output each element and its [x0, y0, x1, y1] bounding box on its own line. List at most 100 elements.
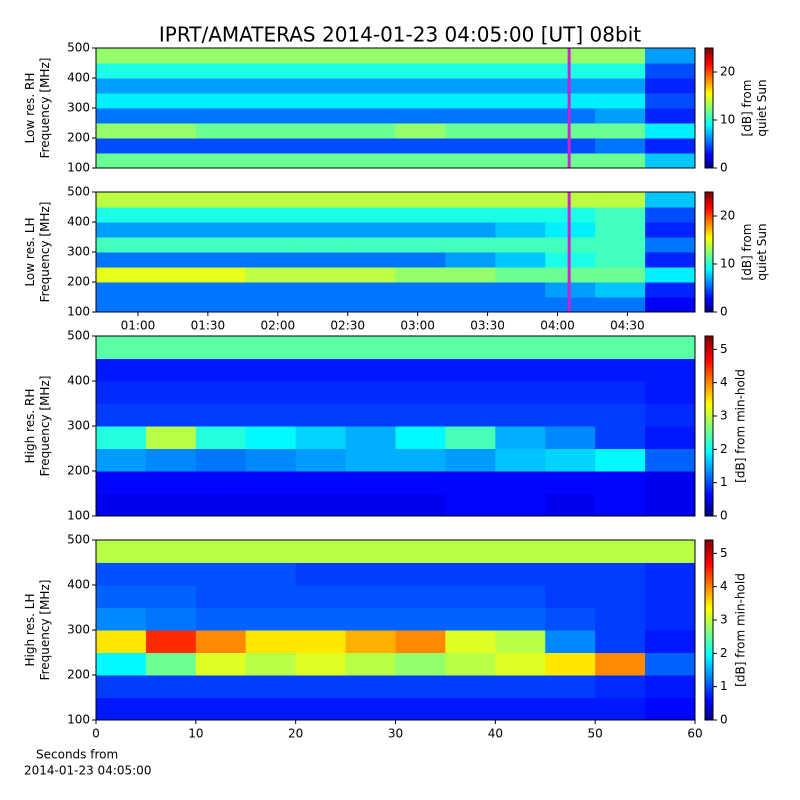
heat-cell: [145, 493, 197, 517]
heat-cell: [345, 471, 396, 494]
heat-cell: [96, 471, 147, 494]
heat-cell: [495, 358, 546, 382]
heat-cell: [245, 48, 297, 64]
x-tick-label: 10: [188, 727, 203, 741]
heat-cell: [145, 652, 197, 676]
heat-cell: [595, 93, 646, 109]
heat-cell: [345, 237, 396, 253]
heat-cell: [495, 63, 546, 79]
colorbar-tick-label: 2: [720, 646, 728, 660]
heat-cell: [495, 192, 546, 208]
heat-cell: [395, 493, 446, 517]
heat-cell: [345, 675, 396, 698]
heat-cell: [145, 123, 197, 139]
heat-cell: [345, 123, 396, 139]
heat-cell: [295, 123, 347, 139]
heat-cell: [96, 675, 147, 698]
y-tick-label: 100: [67, 161, 90, 175]
heat-cell: [245, 607, 297, 631]
y-tick-label: 400: [67, 374, 90, 388]
heat-cell: [245, 93, 297, 109]
heat-cell: [595, 237, 646, 253]
heat-cell: [195, 282, 247, 298]
heat-cell: [395, 123, 446, 139]
heat-cell: [645, 237, 696, 253]
colorbar-label: [dB] from min-hold: [734, 573, 748, 687]
heat-cell: [195, 123, 247, 139]
heat-cell: [195, 607, 247, 631]
heat-cell: [245, 336, 297, 359]
heat-cell: [395, 675, 446, 698]
heat-cell: [195, 222, 247, 238]
heat-cell: [245, 562, 297, 586]
heat-cell: [545, 336, 596, 359]
heat-cell: [245, 358, 297, 382]
heat-cell: [645, 697, 696, 721]
heat-cell: [395, 153, 446, 169]
heat-cell: [645, 267, 696, 283]
heat-cell: [345, 207, 396, 223]
heat-cell: [345, 426, 396, 449]
heat-cell: [295, 222, 347, 238]
heat-cell: [145, 403, 197, 427]
heat-cell: [495, 426, 546, 449]
heat-cell: [295, 540, 347, 563]
heat-cell: [395, 562, 446, 586]
heat-cell: [245, 585, 297, 608]
heat-cell: [595, 207, 646, 223]
heat-cell: [195, 237, 247, 253]
heat-cell: [595, 607, 646, 631]
heat-cell: [445, 426, 496, 449]
heat-cell: [395, 336, 446, 359]
heat-cell: [295, 93, 347, 109]
heat-cell: [645, 630, 696, 653]
heat-cell: [645, 448, 696, 472]
heat-cell: [395, 78, 446, 94]
colorbar: [704, 539, 714, 721]
heat-cell: [245, 252, 297, 268]
y-tick-label: 200: [67, 464, 90, 478]
heat-cell: [195, 403, 247, 427]
heat-cell: [145, 207, 197, 223]
colorbar-tick-label: 0: [720, 713, 728, 727]
heat-cell: [295, 252, 347, 268]
heat-cell: [645, 562, 696, 586]
heat-cell: [395, 652, 446, 676]
heat-cell: [595, 540, 646, 563]
heat-cell: [195, 697, 247, 721]
y-tick-label: 300: [67, 623, 90, 637]
y-axis-label: Low res. RH: [23, 73, 37, 144]
heat-cell: [445, 585, 496, 608]
y-tick-label: 300: [67, 101, 90, 115]
heat-cell: [395, 358, 446, 382]
heat-cell: [145, 471, 197, 494]
heat-cell: [295, 108, 347, 124]
y-axis-label: Frequency [MHz]: [38, 580, 52, 681]
heat-cell: [195, 540, 247, 563]
heat-cell: [495, 237, 546, 253]
heat-cell: [395, 237, 446, 253]
heat-cell: [645, 282, 696, 298]
heat-cell: [445, 207, 496, 223]
heat-cell: [145, 562, 197, 586]
heat-cell: [245, 697, 297, 721]
heat-cell: [645, 358, 696, 382]
colorbar-label: quiet Sun: [755, 79, 769, 136]
heat-cell: [495, 607, 546, 631]
heat-cell: [445, 48, 496, 64]
colorbar: [704, 47, 714, 169]
heat-cell: [245, 426, 297, 449]
heat-cell: [245, 471, 297, 494]
y-axis-label: Frequency [MHz]: [38, 58, 52, 159]
heat-cell: [145, 237, 197, 253]
heat-cell: [595, 222, 646, 238]
heat-cell: [295, 192, 347, 208]
colorbar-tick-label: 0: [720, 305, 728, 319]
heat-cell: [645, 108, 696, 124]
heat-cell: [245, 381, 297, 404]
heat-cell: [295, 336, 347, 359]
heat-cell: [545, 562, 596, 586]
x-tick-label: 04:30: [610, 319, 645, 333]
heat-cell: [195, 381, 247, 404]
heat-cell: [145, 282, 197, 298]
